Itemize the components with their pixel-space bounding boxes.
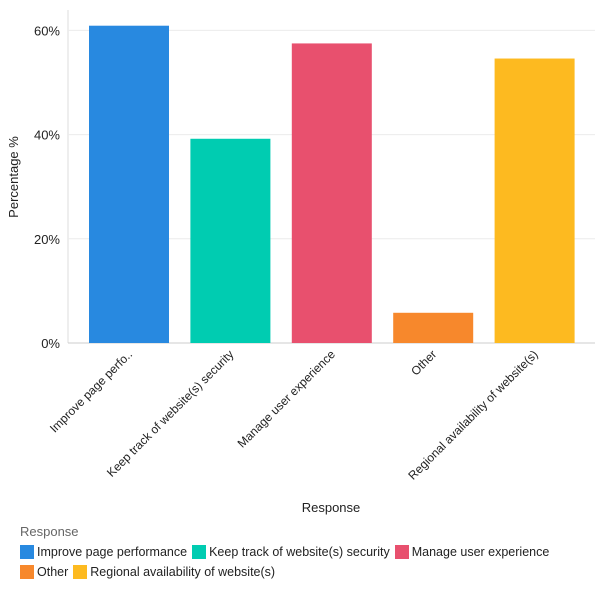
- x-tick-label: Manage user experience: [235, 347, 339, 451]
- legend-item[interactable]: Keep track of website(s) security: [192, 545, 390, 559]
- legend-swatch: [73, 565, 88, 579]
- x-axis-label: Response: [302, 500, 361, 515]
- bars: [89, 25, 575, 344]
- x-axis-ticks: Improve page perfo..Keep track of websit…: [47, 347, 541, 483]
- bar: [494, 58, 575, 344]
- bar: [291, 43, 372, 344]
- legend-item[interactable]: Manage user experience: [394, 545, 550, 559]
- legend-title: Response: [20, 524, 79, 539]
- bar: [393, 312, 474, 343]
- legend-label: Regional availability of website(s): [90, 565, 276, 579]
- x-tick-label: Improve page perfo..: [47, 347, 135, 435]
- bar: [89, 25, 169, 344]
- legend: Response Improve page performance Keep tr…: [20, 524, 600, 579]
- legend-label: Other: [37, 565, 69, 579]
- x-tick-label: Other: [408, 347, 439, 378]
- legend-label: Improve page performance: [37, 545, 188, 559]
- bar-chart: 0% 20% 40% 60% Improve page perfo..Keep tra…: [6, 10, 595, 515]
- legend-entries: Improve page performance Keep track of we…: [20, 545, 595, 579]
- y-tick-label: 60%: [34, 23, 60, 38]
- y-axis-label: Percentage %: [6, 136, 21, 218]
- legend-item[interactable]: Other: [20, 565, 68, 579]
- legend-item[interactable]: Improve page performance: [20, 545, 187, 559]
- legend-swatch: [394, 545, 409, 559]
- legend-label: Keep track of website(s) security: [209, 545, 390, 559]
- legend-item[interactable]: Regional availability of website(s): [73, 565, 275, 579]
- y-tick-label: 20%: [34, 232, 60, 247]
- legend-swatch: [20, 545, 34, 559]
- bar: [190, 138, 271, 343]
- legend-swatch: [192, 545, 207, 559]
- y-tick-label: 40%: [34, 128, 60, 143]
- y-axis-ticks: 0% 20% 40% 60%: [34, 23, 60, 351]
- legend-swatch: [20, 565, 34, 579]
- legend-label: Manage user experience: [411, 545, 550, 559]
- y-tick-label: 0%: [41, 336, 60, 351]
